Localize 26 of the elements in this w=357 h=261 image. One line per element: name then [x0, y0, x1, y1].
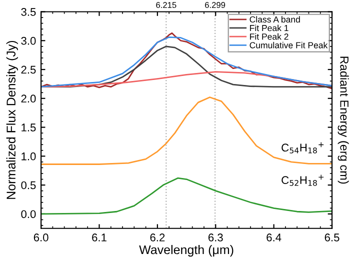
- x-axis-title: Wavelength (μm): [139, 244, 234, 257]
- x-tick-label: 6.3: [208, 234, 223, 242]
- x-tick-label: 6.2: [150, 234, 165, 242]
- ref-line-label: 6.215: [156, 2, 176, 8]
- y-tick-label: 3.5: [21, 8, 36, 16]
- legend-label: Fit Peak 1: [250, 24, 288, 32]
- y-tick-label: 2.0: [21, 94, 36, 103]
- y-tick-label: 2.5: [21, 66, 36, 74]
- annotation: C$_{54}$H$_{18}$$^{+}$: [282, 142, 324, 154]
- x-tick-label: 6.4: [266, 234, 282, 242]
- y2-axis-title: Radiant Energy (erg cm): [338, 56, 349, 184]
- y-tick-label: 3.0: [21, 36, 36, 45]
- ref-line-label: 6.299: [205, 2, 226, 8]
- y-tick-label: 1.0: [22, 152, 36, 160]
- line-series: [41, 96, 332, 165]
- legend-label: Fit Peak 2: [250, 33, 288, 40]
- y-tick-label: 1.5: [22, 124, 36, 132]
- legend-label: Cumulative Fit Peak: [250, 42, 328, 48]
- x-tick-label: 6.1: [92, 234, 106, 242]
- y-tick-label: 0.5: [21, 181, 36, 190]
- x-tick-label: 6.0: [34, 234, 48, 242]
- y-tick-label: 0.0: [21, 210, 36, 218]
- y-axis-title: Normalized Flux Density (Jy): [6, 40, 18, 199]
- legend-label: Class A band: [250, 16, 300, 23]
- annotation: C$_{52}$H$_{18}$$^{+}$: [282, 174, 324, 186]
- x-tick-label: 6.5: [324, 234, 340, 242]
